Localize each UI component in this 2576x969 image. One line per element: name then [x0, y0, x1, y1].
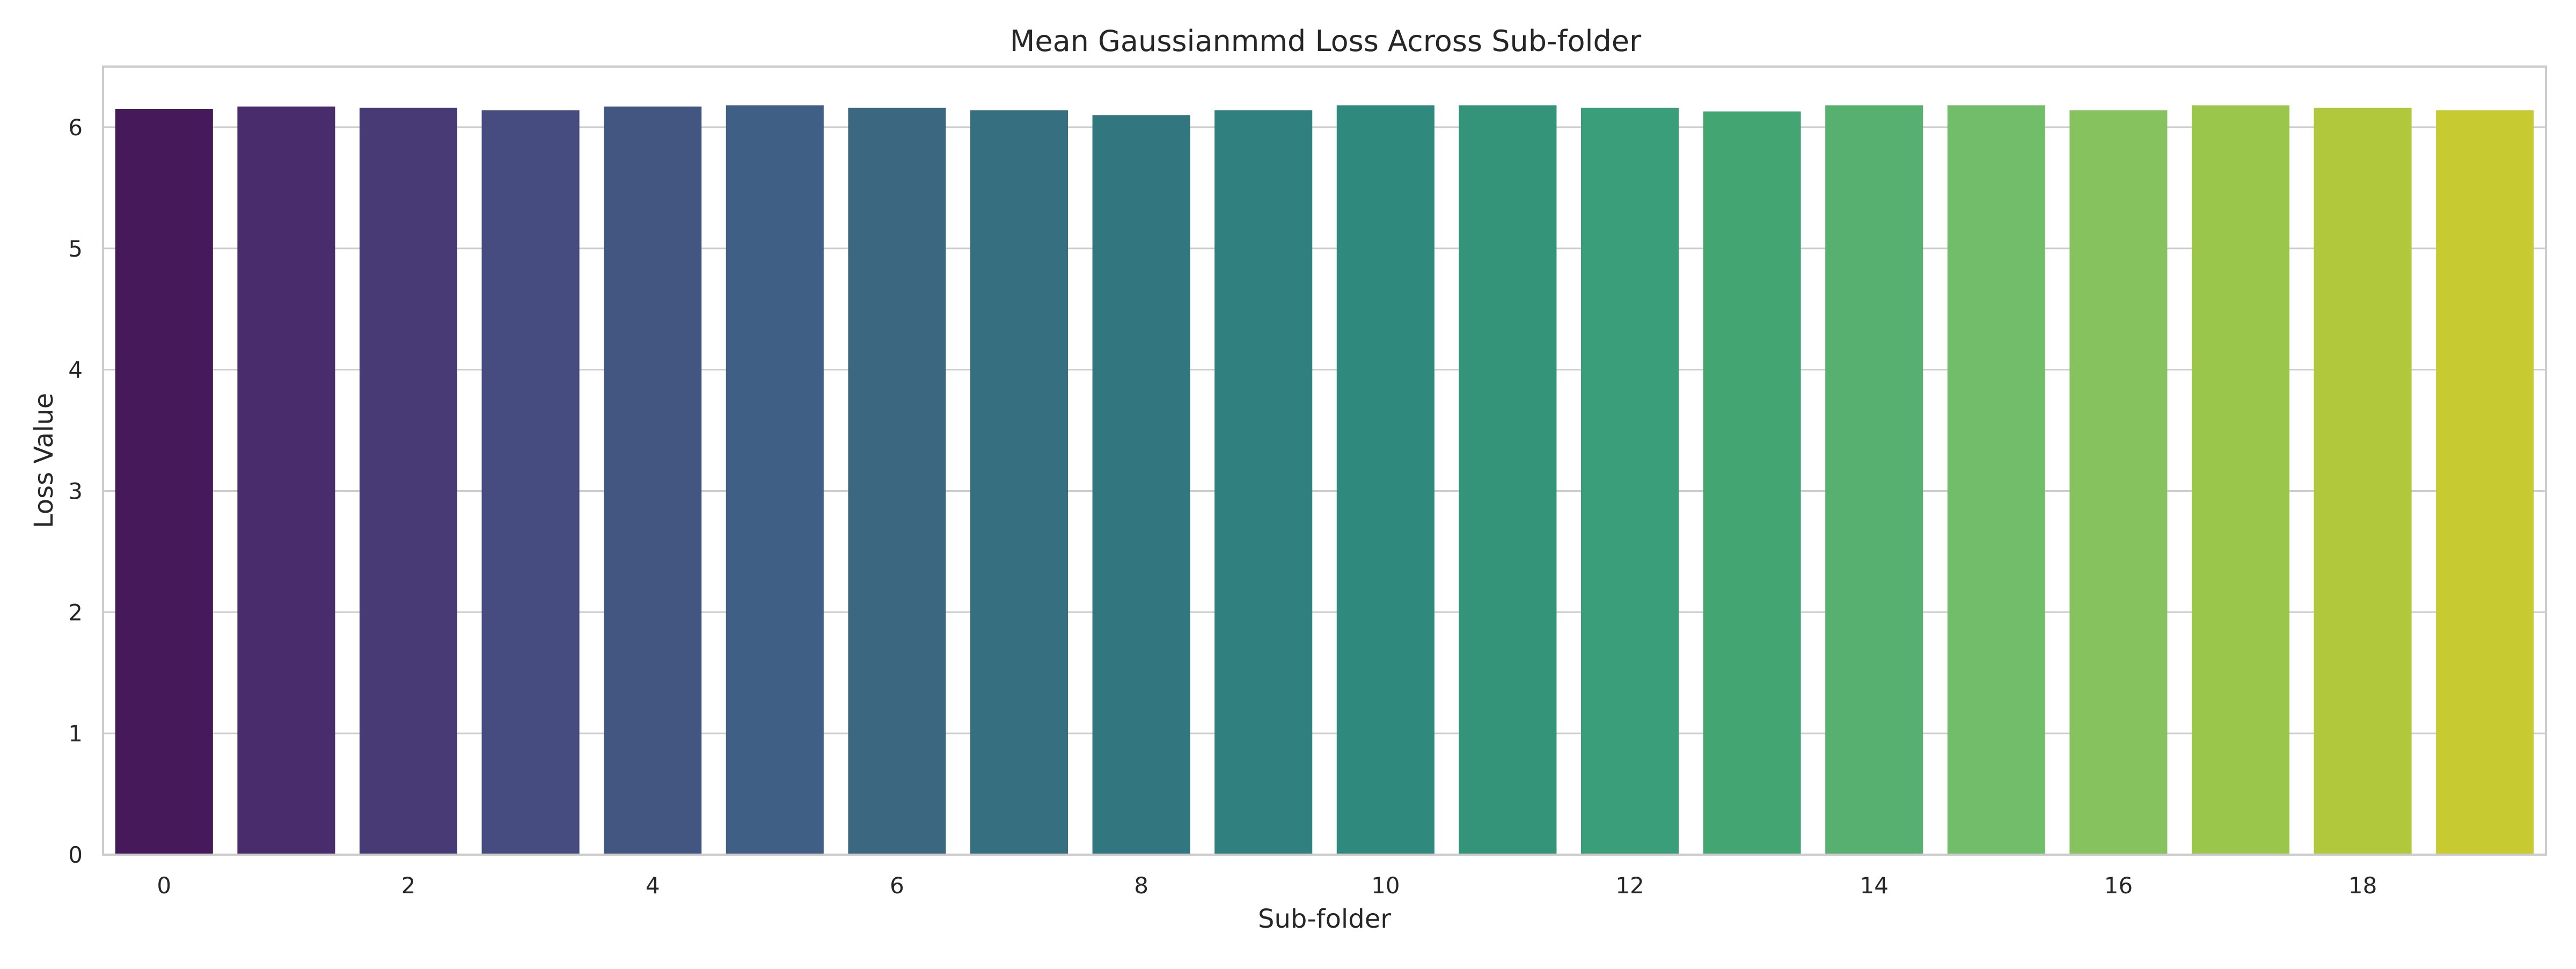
bar-subfolder-16 — [2069, 110, 2168, 855]
x-tick-label: 2 — [401, 872, 416, 899]
bar-subfolder-8 — [1092, 115, 1190, 855]
bar-subfolder-11 — [1459, 105, 1557, 855]
x-axis-label: Sub-folder — [1258, 904, 1391, 934]
bar-subfolder-2 — [359, 107, 458, 855]
bar-subfolder-13 — [1703, 111, 1801, 855]
y-tick-labels: 0 1 2 3 4 5 6 — [68, 114, 83, 868]
gridlines — [103, 126, 2546, 856]
bar-subfolder-10 — [1336, 105, 1435, 855]
bar-subfolder-12 — [1580, 107, 1679, 855]
x-tick-label: 16 — [2104, 872, 2133, 899]
x-tick-label: 4 — [646, 872, 660, 899]
y-tick-label: 3 — [68, 478, 83, 504]
bar-subfolder-4 — [604, 106, 702, 855]
x-tick-label: 8 — [1134, 872, 1148, 899]
bar-subfolder-6 — [848, 107, 946, 855]
bar-subfolder-17 — [2191, 105, 2290, 855]
x-tick-label: 12 — [1615, 872, 1644, 899]
x-tick-label: 18 — [2348, 872, 2377, 899]
x-tick-label: 0 — [157, 872, 171, 899]
x-tick-label: 14 — [1860, 872, 1888, 899]
y-axis-label: Loss Value — [29, 393, 59, 528]
x-tick-labels: 0 2 4 6 8 10 12 14 16 18 — [157, 872, 2377, 899]
chart-title: Mean Gaussianmmd Loss Across Sub-folder — [1010, 24, 1642, 58]
bars — [115, 105, 2534, 855]
bar-subfolder-7 — [970, 110, 1069, 855]
y-tick-label: 2 — [68, 599, 83, 625]
bar-subfolder-18 — [2314, 107, 2412, 855]
bar-subfolder-1 — [237, 106, 335, 855]
y-tick-label: 4 — [68, 357, 83, 383]
y-tick-label: 0 — [68, 842, 83, 868]
x-tick-label: 10 — [1371, 872, 1400, 899]
bar-subfolder-5 — [726, 105, 824, 855]
y-tick-label: 5 — [68, 236, 83, 262]
bar-subfolder-3 — [481, 110, 580, 855]
bar-subfolder-0 — [115, 109, 213, 855]
bar-subfolder-15 — [1947, 105, 2045, 855]
x-tick-label: 6 — [890, 872, 904, 899]
plot-frame — [102, 65, 2547, 856]
y-tick-label: 1 — [68, 720, 83, 747]
y-tick-label: 6 — [68, 114, 83, 141]
bar-subfolder-9 — [1214, 110, 1313, 855]
bar-subfolder-14 — [1825, 105, 1923, 855]
bar-subfolder-19 — [2436, 110, 2534, 855]
